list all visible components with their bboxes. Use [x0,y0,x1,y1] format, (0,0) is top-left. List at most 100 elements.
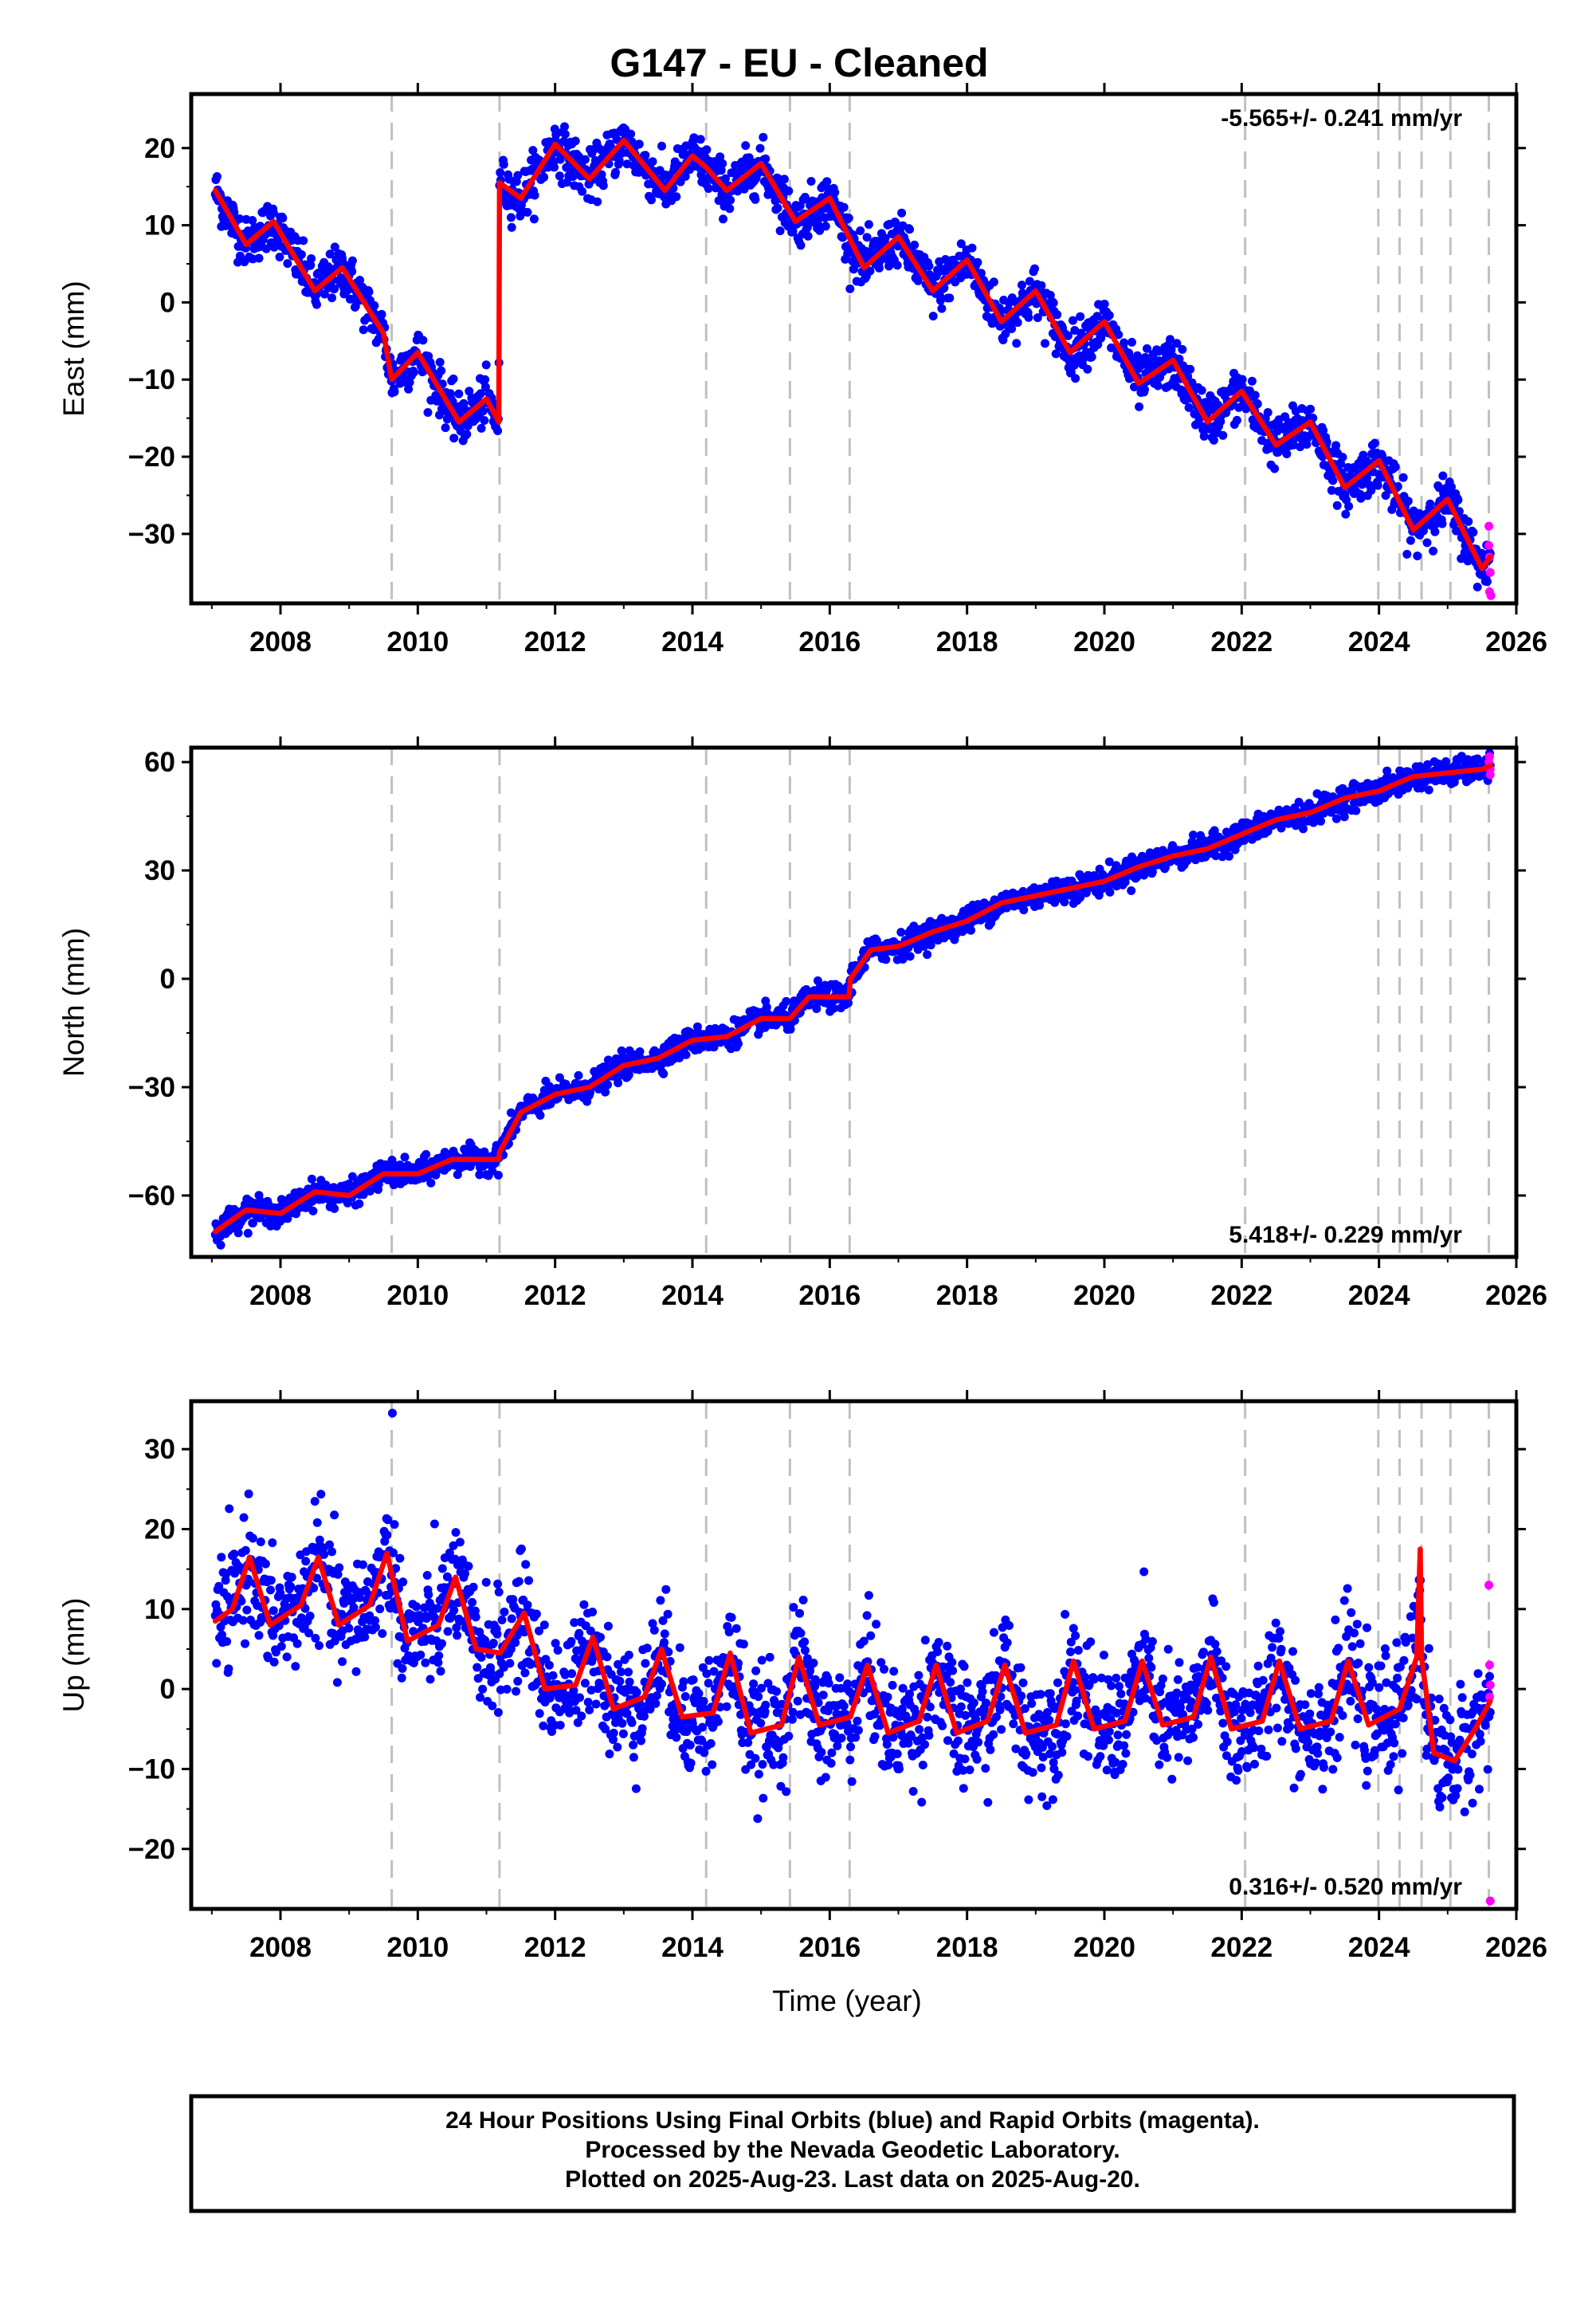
east-final-point [275,253,284,261]
up-final-point [355,1593,365,1602]
east-final-point [404,384,414,394]
east-final-point [874,263,884,273]
north-final-point [248,1219,257,1227]
east-final-point [442,414,452,424]
east-final-point [1265,443,1274,453]
east-final-point [1453,495,1463,505]
east-final-point [1282,450,1292,458]
east-final-point [1216,417,1225,426]
east-final-point [1464,516,1473,526]
north-final-point [681,1050,691,1059]
north-final-point [1104,857,1114,866]
east-final-point [1030,264,1039,273]
east-final-point [283,259,292,269]
up-final-point [337,1609,347,1619]
east-final-point [1033,313,1042,323]
east-final-point [935,296,945,305]
north-final-point [308,1206,318,1215]
north-final-point [347,1172,357,1181]
up-final-point [398,1577,408,1587]
east-final-point [1463,556,1472,566]
east-final-point [806,177,816,186]
east-final-point [254,253,264,263]
east-final-point [647,195,656,205]
east-final-point [543,163,553,172]
east-final-point [1167,345,1176,355]
up-final-point [320,1549,329,1559]
east-final-point [1406,536,1415,545]
east-final-point [771,196,780,206]
up-final-point [421,1658,430,1667]
east-final-point [1237,375,1247,384]
north-final-point [1147,867,1157,877]
north-final-point [905,952,915,961]
east-final-point [910,240,920,249]
east-final-point [480,416,489,425]
up-final-point [577,1711,586,1721]
east-final-point [796,241,806,250]
east-final-point [815,226,825,235]
east-final-point [347,267,357,276]
up-final-point [478,1684,488,1694]
east-final-point [775,226,785,236]
east-final-point [513,171,523,180]
up-final-point [291,1662,300,1671]
up-final-point [335,1563,344,1573]
north-x-tick-label: 2026 [1485,1280,1547,1311]
east-final-point [1306,404,1316,414]
east-final-point [330,285,339,293]
north-final-point [493,1170,503,1180]
east-final-point [1130,383,1139,391]
east-final-point [1041,339,1049,348]
east-final-point [1087,352,1096,362]
east-rapid-point [1485,567,1495,577]
east-final-point [1422,538,1432,548]
north-rapid-point [1485,770,1495,780]
east-rapid-point [1484,521,1494,531]
chart-title: G147 - EU - Cleaned [610,41,988,85]
north-x-tick-label: 2024 [1348,1280,1410,1311]
north-final-point [330,1204,339,1213]
east-final-point [897,208,907,218]
east-final-point [641,151,650,160]
east-rapid-point [1484,540,1494,550]
north-x-tick-label: 2014 [661,1280,723,1311]
east-final-point [704,184,713,193]
up-final-point [526,1659,535,1669]
up-final-point [464,1561,473,1571]
north-x-tick-label: 2016 [798,1280,861,1311]
east-final-point [1184,403,1194,412]
north-final-point [233,1228,243,1238]
east-final-point [1037,281,1046,290]
east-final-point [1356,493,1366,503]
up-final-point [383,1515,393,1525]
east-final-point [1066,367,1076,377]
east-final-point [622,159,632,169]
up-final-point [292,1639,302,1648]
east-x-tick-label: 2008 [249,626,312,658]
east-final-point [480,375,490,384]
up-final-point [338,1657,347,1667]
up-final-point [360,1632,370,1642]
east-final-point [945,293,955,303]
up-final-point [512,1687,520,1696]
east-final-point [327,293,336,303]
up-final-point [268,1538,277,1548]
east-final-point [1331,441,1341,450]
east-final-point [550,163,559,172]
north-final-point [881,955,891,964]
up-final-point [241,1639,249,1648]
up-final-point [349,1603,359,1612]
east-final-point [299,236,308,245]
east-final-point [351,301,360,311]
east-y-tick-label: 20 [144,133,175,164]
east-final-point [1319,426,1328,435]
up-final-point [225,1504,234,1514]
east-final-point [1338,453,1347,462]
up-final-point [327,1547,336,1557]
up-final-point [312,1518,322,1527]
north-final-point [709,1043,719,1052]
east-model-curve [212,137,1493,571]
